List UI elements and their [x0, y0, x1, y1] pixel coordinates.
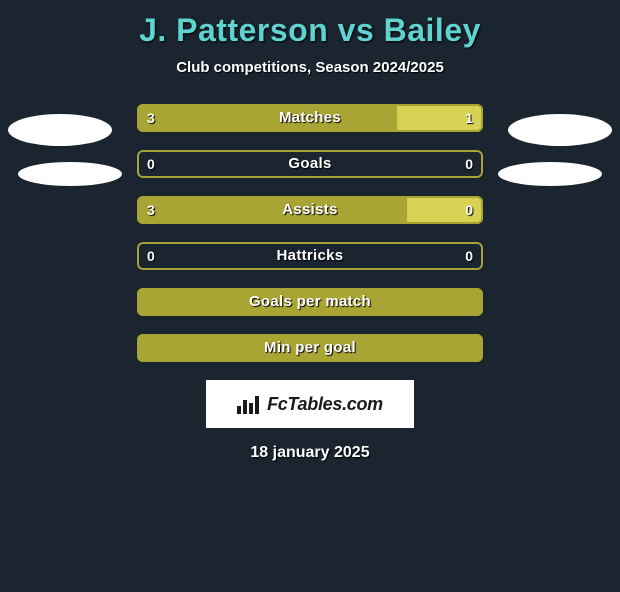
bar-value-right: 0: [465, 196, 473, 224]
title-vs: vs: [338, 12, 375, 48]
bars-icon: [237, 394, 261, 414]
bar-row: Matches3 1: [137, 104, 483, 132]
bar-label: Hattricks: [137, 242, 483, 270]
bars-container: Matches31Goals00Assists30Hattricks00Goal…: [137, 104, 483, 362]
avatar-placeholder-left-2: [18, 162, 122, 186]
bar-row: Assists3 0: [137, 196, 483, 224]
title-player2: Bailey: [384, 12, 481, 48]
subtitle: Club competitions, Season 2024/2025: [0, 59, 620, 76]
bar-label: Min per goal: [137, 334, 483, 362]
bar-value-right: 0: [465, 150, 473, 178]
avatar-placeholder-left-1: [8, 114, 112, 146]
bar-label: Goals per match: [137, 288, 483, 316]
bar-row: Goals0 0: [137, 150, 483, 178]
avatar-placeholder-right-2: [498, 162, 602, 186]
bar-value-left: 0: [147, 150, 155, 178]
date: 18 january 2025: [0, 444, 620, 462]
page-title: J. Patterson vs Bailey: [0, 12, 620, 49]
avatar-placeholder-right-1: [508, 114, 612, 146]
bar-label: Assists: [137, 196, 483, 224]
bar-value-left: 0: [147, 242, 155, 270]
bar-value-left: 3: [147, 104, 155, 132]
bar-label: Matches: [137, 104, 483, 132]
bar-value-right: 0: [465, 242, 473, 270]
bar-value-right: 1: [465, 104, 473, 132]
bar-row: Min per goal: [137, 334, 483, 362]
bar-label: Goals: [137, 150, 483, 178]
bar-value-left: 3: [147, 196, 155, 224]
logo-text: FcTables.com: [267, 394, 383, 415]
bar-row: Hattricks0 0: [137, 242, 483, 270]
bar-row: Goals per match: [137, 288, 483, 316]
logo: FcTables.com: [206, 380, 414, 428]
comparison-chart: Matches31Goals00Assists30Hattricks00Goal…: [0, 104, 620, 362]
title-player1: J. Patterson: [139, 12, 328, 48]
